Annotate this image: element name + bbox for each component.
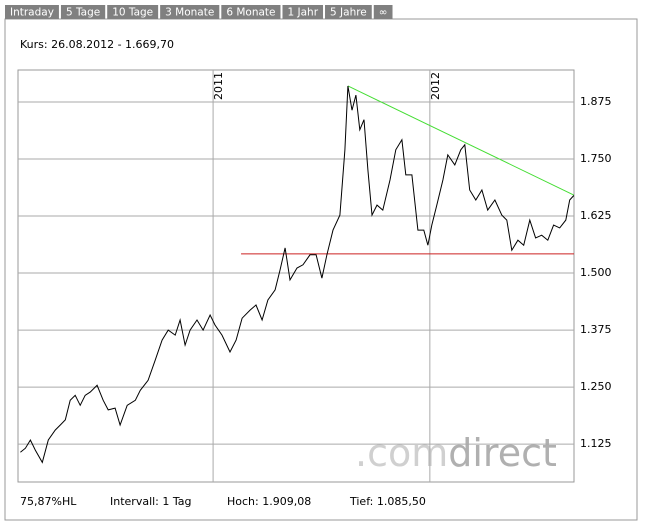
tab[interactable]: 5 Jahre [325, 5, 372, 19]
tab-bg [160, 5, 220, 19]
tab-bg [221, 5, 281, 19]
y-tick-label: 1.125 [580, 437, 612, 450]
tab-label: 3 Monate [165, 7, 214, 19]
tab[interactable]: 5 Tage [60, 5, 106, 19]
watermark: .comdirect [355, 431, 557, 475]
tab[interactable]: 10 Tage [107, 5, 159, 19]
tab-bg [60, 5, 106, 19]
footer-item: Tief: 1.085,50 [349, 495, 426, 508]
tab[interactable]: 3 Monate [160, 5, 220, 19]
panel [4, 18, 638, 521]
y-tick-label: 1.750 [580, 152, 612, 165]
tab-label: 1 Jahr [287, 7, 318, 19]
x-tick-label: 2011 [212, 72, 225, 100]
y-tick-label: 1.875 [580, 95, 612, 108]
quote: Kurs: 26.08.2012 - 1.669,70 [20, 38, 174, 51]
watermark-com: .com [355, 431, 448, 475]
tab-bg [5, 5, 59, 19]
tab[interactable]: ∞ [373, 5, 393, 19]
price-line [20, 85, 575, 464]
y-tick-label: 1.500 [580, 266, 612, 279]
trend-line [347, 85, 575, 196]
footer-item: Intervall: 1 Tag [110, 495, 192, 508]
y-tick-label: 1.250 [580, 380, 612, 393]
plot-frame [17, 69, 575, 483]
tab-label: 10 Tage [112, 7, 153, 19]
tab-label: 5 Tage [66, 7, 100, 19]
x-tick-label: 2012 [429, 72, 442, 100]
y-tick-label: 1.625 [580, 209, 612, 222]
y-tick-label: 1.375 [580, 323, 612, 336]
tab[interactable]: Intraday [5, 5, 59, 19]
tab-label: 5 Jahre [330, 7, 367, 19]
tab-bg [282, 5, 324, 19]
tab[interactable]: 6 Monate [221, 5, 281, 19]
tab[interactable]: 1 Jahr [282, 5, 324, 19]
tab-bg [373, 5, 393, 19]
footer-item: Hoch: 1.909,08 [227, 495, 311, 508]
footer-item: 75,87%HL [20, 495, 77, 508]
tab-bg [325, 5, 372, 19]
tab-label: ∞ [379, 7, 388, 19]
tab-label: Intraday [10, 7, 54, 19]
watermark-direct: direct [448, 431, 557, 475]
tab-label: 6 Monate [226, 7, 275, 19]
tab-bg [107, 5, 159, 19]
